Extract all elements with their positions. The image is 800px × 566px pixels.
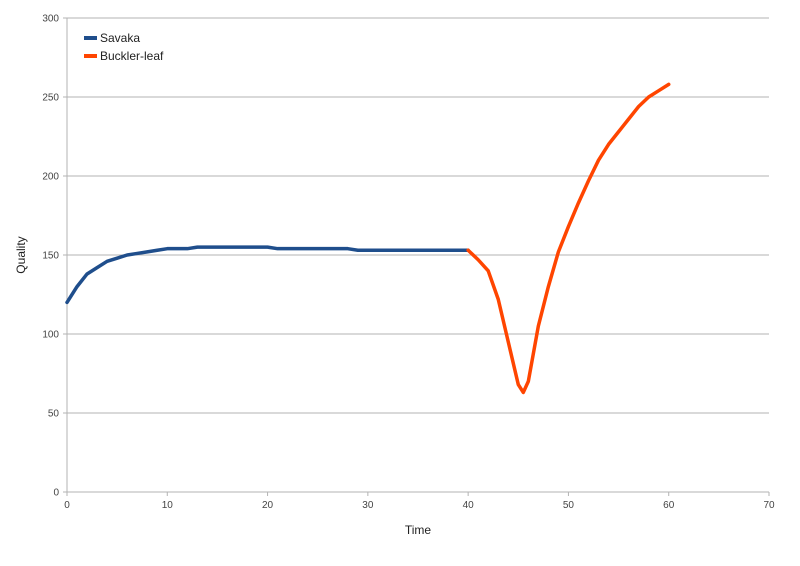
x-axis-title: Time xyxy=(405,523,432,537)
series-lines xyxy=(65,82,671,395)
y-tick-label-4: 200 xyxy=(42,172,59,183)
y-tick-label-3: 150 xyxy=(42,251,59,262)
legend-label-0: Savaka xyxy=(100,31,140,45)
y-tick-label-6: 300 xyxy=(42,14,59,25)
x-tick-label-0: 0 xyxy=(64,500,70,511)
legend-label-1: Buckler-leaf xyxy=(100,49,164,63)
legend: Savaka Buckler-leaf xyxy=(84,31,164,63)
series-line-1 xyxy=(466,82,671,395)
x-tick-label-7: 70 xyxy=(763,500,775,511)
x-tick-label-5: 50 xyxy=(563,500,575,511)
x-tick-label-4: 40 xyxy=(463,500,475,511)
series-line-0 xyxy=(65,245,470,305)
y-tick-label-5: 250 xyxy=(42,93,59,104)
x-tick-label-1: 10 xyxy=(162,500,174,511)
y-tick-label-2: 100 xyxy=(42,330,59,341)
y-tick-label-1: 50 xyxy=(48,409,60,420)
grid-lines xyxy=(67,17,769,493)
y-axis-title: Quality xyxy=(14,236,28,273)
y-tick-label-0: 0 xyxy=(53,488,59,499)
x-tick-label-3: 30 xyxy=(362,500,374,511)
x-tick-label-6: 60 xyxy=(663,500,675,511)
axes xyxy=(63,17,770,496)
x-tick-label-2: 20 xyxy=(262,500,274,511)
tick-labels: 0 50 100 150 200 250 300 0 10 20 30 40 50 60 70 xyxy=(42,14,775,512)
